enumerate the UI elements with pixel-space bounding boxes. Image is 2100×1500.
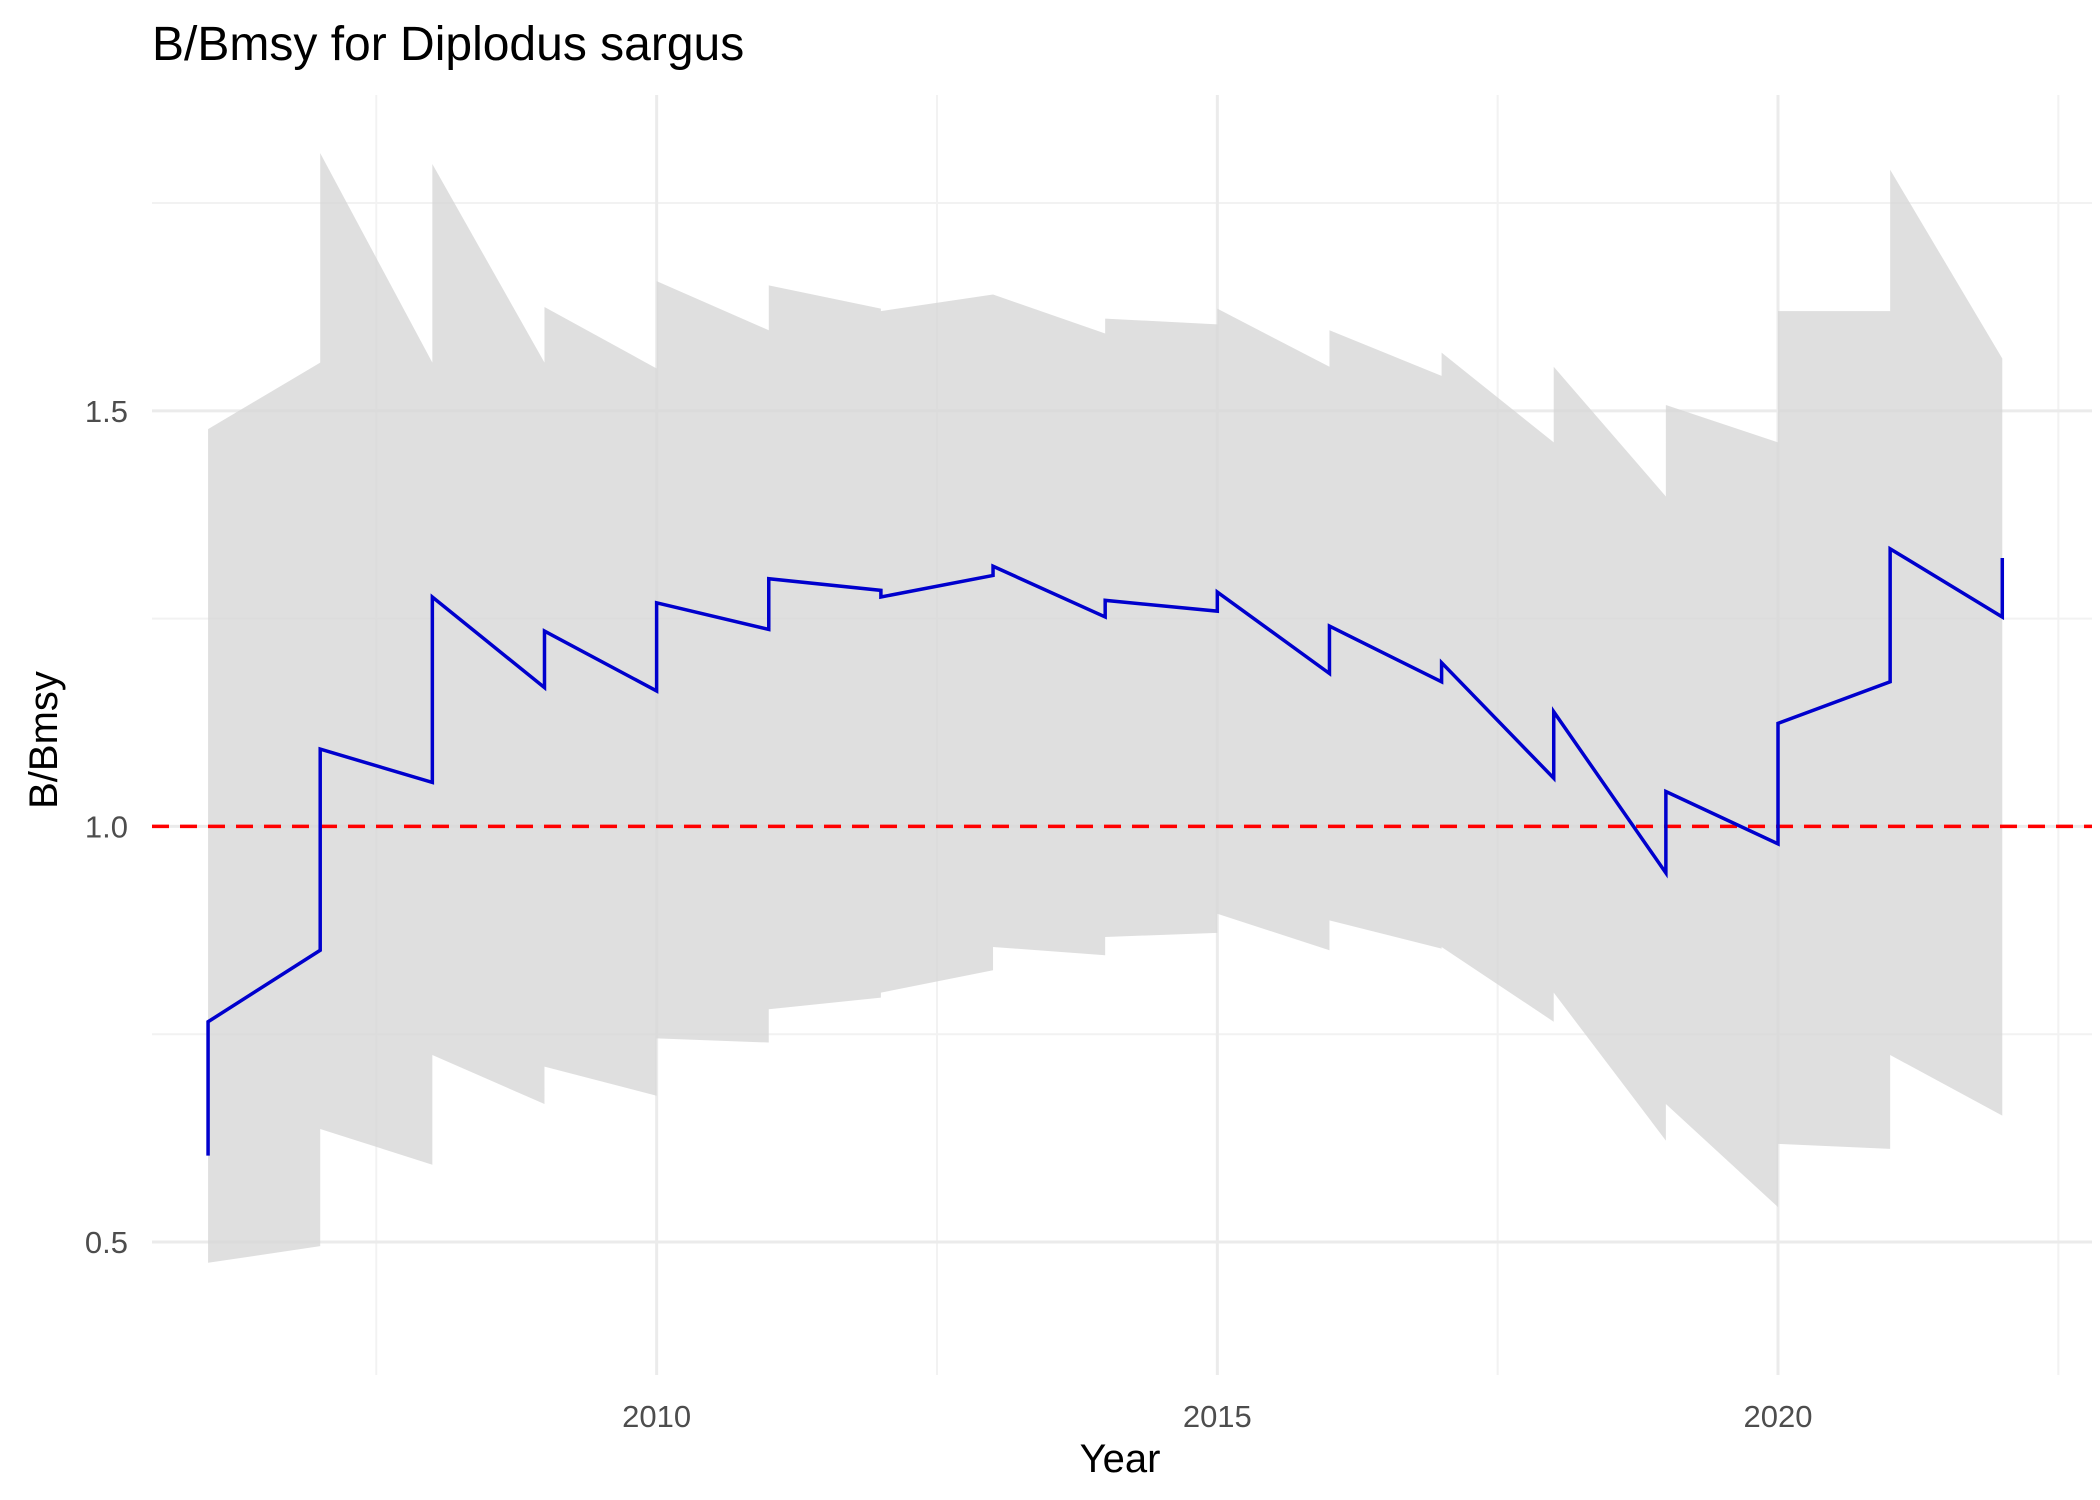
- x-tick-label: 2020: [1744, 1399, 1813, 1434]
- chart-title: B/Bmsy for Diplodus sargus: [152, 18, 744, 71]
- series-line-layer: [206, 545, 2005, 1156]
- y-tick-label: 1.5: [85, 394, 128, 429]
- x-axis-title: Year: [1080, 1437, 1161, 1481]
- confidence-band-layer: [208, 153, 2003, 1263]
- x-tick-label: 2015: [1183, 1399, 1252, 1434]
- confidence-band: [208, 153, 2003, 1263]
- y-tick-label: 1.0: [85, 809, 128, 844]
- x-tick-label: 2010: [622, 1399, 691, 1434]
- x-axis-ticks: 2010 2015 2020: [622, 1399, 1812, 1434]
- y-tick-label: 0.5: [85, 1225, 128, 1260]
- y-axis-ticks: 0.5 1.0 1.5: [85, 394, 128, 1260]
- bbmsy-line: [206, 545, 2005, 1156]
- y-axis-title: B/Bmsy: [22, 671, 66, 809]
